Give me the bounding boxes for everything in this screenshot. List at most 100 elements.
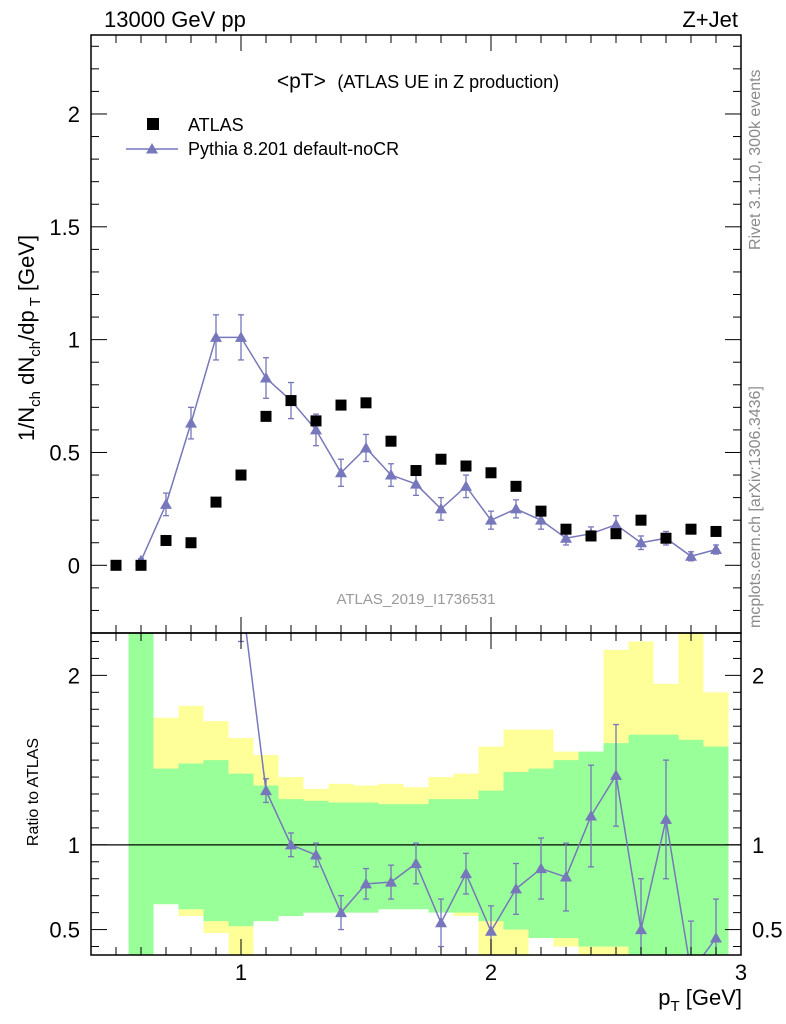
- ratio-mc-point: [410, 857, 422, 868]
- mcplots-label: mcplots.cern.ch [arXiv:1306.3436]: [747, 386, 764, 628]
- ratio-series-layer: [235, 585, 722, 977]
- ratio-mc-point: [585, 810, 597, 821]
- analysis-id-label: ATLAS_2019_I1736531: [336, 591, 495, 608]
- main-mc-point: [485, 514, 497, 525]
- data-point: [160, 534, 172, 546]
- data-point: [185, 537, 197, 549]
- process-label: Z+Jet: [682, 7, 738, 32]
- main-mc-point: [210, 331, 222, 342]
- data-point: [235, 469, 247, 481]
- main-mc-point: [410, 478, 422, 489]
- main-mc-point: [235, 331, 247, 342]
- main-series-layer: [110, 314, 722, 571]
- ratio-band-inner: [203, 760, 229, 922]
- main-mc-point: [710, 543, 722, 555]
- x-tick-label: 1: [235, 960, 247, 985]
- main-mc-point: [610, 518, 622, 530]
- data-point: [385, 435, 397, 447]
- data-point: [360, 397, 372, 409]
- data-point: [485, 467, 497, 479]
- main-mc-point: [185, 417, 197, 428]
- ratio-mc-point: [635, 923, 647, 935]
- data-point: [710, 525, 722, 537]
- main-mc-point: [435, 502, 447, 514]
- plot-title-sub: (ATLAS UE in Z production): [337, 72, 559, 92]
- main-mc-line: [140, 336, 717, 562]
- ratio-mc-point: [685, 966, 697, 977]
- ratio-band-inner: [428, 799, 454, 913]
- ratio-mc-point: [260, 784, 272, 796]
- plot-title: <pT> (ATLAS UE in Z production): [277, 70, 559, 93]
- main-mc-point: [685, 550, 697, 561]
- data-point: [510, 480, 522, 492]
- legend-mc-label: Pythia 8.201 default-noCR: [188, 139, 399, 159]
- data-point: [685, 523, 697, 535]
- data-point: [535, 505, 547, 517]
- ratio-band-inner: [153, 768, 179, 905]
- main-y-tick-label: 1.5: [49, 215, 80, 240]
- energy-label: 13000 GeV pp: [104, 7, 246, 32]
- main-mc-point: [160, 498, 172, 509]
- main-y-tick-label: 1: [68, 328, 80, 353]
- data-point: [110, 559, 122, 571]
- main-mc-point: [460, 480, 472, 491]
- ratio-mc-point: [285, 838, 297, 850]
- main-y-tick-label: 0.5: [49, 440, 80, 465]
- x-tick-label: 2: [485, 960, 497, 985]
- ratio-xlabel: pT [GeV]: [658, 985, 742, 1015]
- ratio-y-tick-label-right: 0.5: [752, 918, 783, 943]
- ratio-mc-point: [335, 906, 347, 918]
- ratio-y-tick-label-right: 2: [752, 663, 764, 688]
- ratio-mc-point: [360, 877, 372, 889]
- x-tick-label: 3: [735, 960, 747, 985]
- main-mc-point: [510, 502, 522, 514]
- main-mc-point: [560, 532, 572, 543]
- ratio-mc-point: [610, 769, 622, 780]
- data-point: [285, 395, 297, 407]
- main-y-tick-label: 2: [68, 102, 80, 127]
- main-mc-point: [535, 514, 547, 525]
- plot-title-main: <pT>: [277, 70, 326, 93]
- ratio-mc-point: [660, 813, 672, 824]
- data-point: [210, 496, 222, 508]
- main-y-tick-label: 0: [68, 553, 80, 578]
- ratio-band-inner: [228, 773, 254, 927]
- ratio-mc-point: [485, 925, 497, 936]
- data-point: [610, 528, 622, 540]
- legend-mc-marker: [146, 143, 158, 154]
- ratio-mc-point: [460, 867, 472, 879]
- ratio-mc-point: [510, 882, 522, 894]
- axes-layer: 1 2 3 0 0.5 1 1.5 2 0.5 0.5 1 1 2 2: [49, 34, 783, 985]
- data-point: [585, 530, 597, 542]
- data-point: [335, 399, 347, 411]
- data-point: [635, 514, 647, 526]
- main-mc-point: [335, 466, 347, 478]
- ratio-mc-point: [310, 849, 322, 860]
- data-point: [560, 523, 572, 535]
- ratio-ylabel: Ratio to ATLAS: [25, 738, 42, 846]
- main-mc-point: [360, 441, 372, 453]
- data-point: [410, 465, 422, 477]
- ratio-band-inner: [278, 799, 304, 917]
- data-point: [460, 460, 472, 472]
- ratio-band-inner: [178, 763, 204, 910]
- main-mc-point: [635, 536, 647, 548]
- ratio-mc-point: [385, 876, 397, 887]
- ratio-y-tick-label-right: 1: [752, 833, 764, 858]
- main-ylabel: 1/Nch dNch/dp T [GeV]: [14, 235, 44, 441]
- legend-data-label: ATLAS: [188, 115, 244, 135]
- ratio-band-inner: [478, 790, 504, 922]
- legend-data-marker: [147, 118, 159, 130]
- ratio-mc-point: [535, 862, 547, 874]
- main-mc-point: [260, 372, 272, 383]
- data-point: [660, 532, 672, 544]
- ratio-y-tick-label-left: 0.5: [49, 918, 80, 943]
- data-point: [135, 559, 147, 571]
- ratio-mc-point: [235, 585, 247, 596]
- ratio-mc-line: [245, 633, 717, 955]
- main-mc-point: [385, 469, 397, 480]
- data-point: [435, 453, 447, 465]
- rivet-version-label: Rivet 3.1.10, 300k events: [747, 69, 764, 250]
- ratio-y-tick-label-left: 1: [68, 833, 80, 858]
